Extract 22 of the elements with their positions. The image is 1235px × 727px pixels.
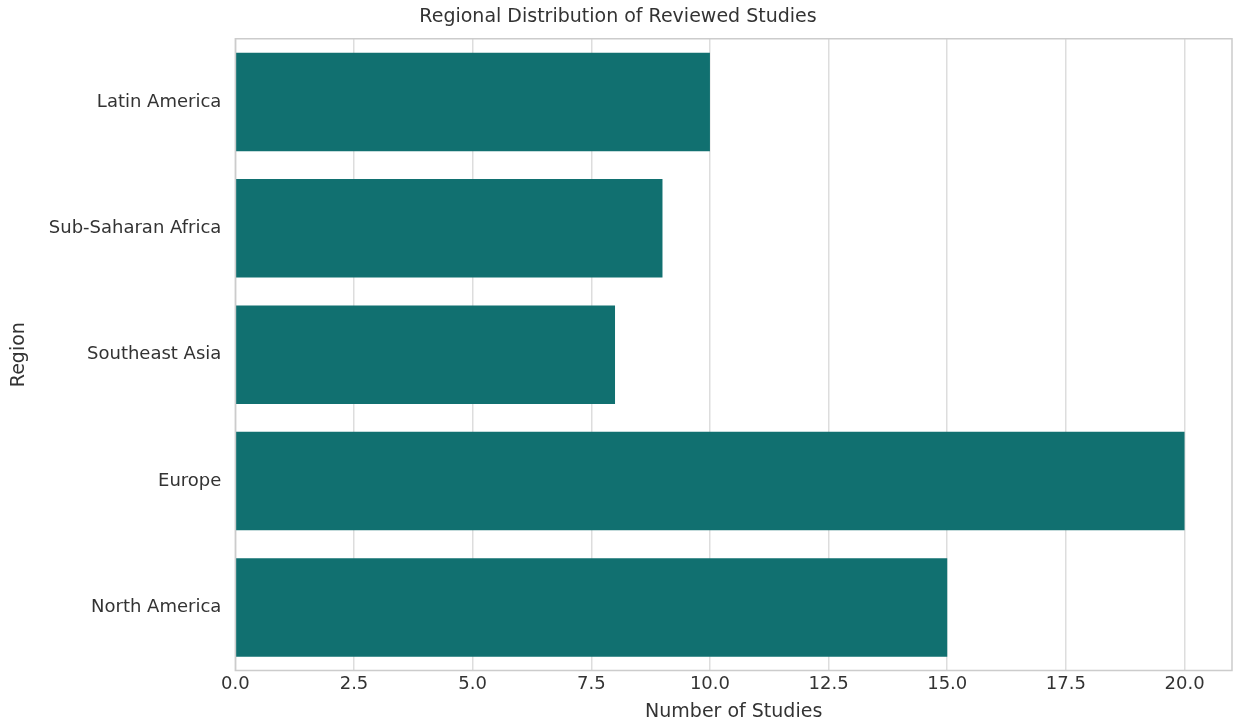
x-tick-label: 0.0 xyxy=(221,672,250,694)
bar xyxy=(236,179,663,278)
y-tick-label: Europe xyxy=(158,468,222,490)
bar xyxy=(236,305,616,404)
bar xyxy=(236,431,1185,531)
x-tick-label: 7.5 xyxy=(576,672,606,694)
x-tick-label: 20.0 xyxy=(1164,672,1205,694)
x-axis-title: Number of Studies xyxy=(645,698,823,721)
x-tick-label: 10.0 xyxy=(689,672,730,694)
y-tick-label: Sub-Saharan Africa xyxy=(48,216,222,238)
bar xyxy=(236,558,948,657)
x-tick-label: 17.5 xyxy=(1045,672,1086,694)
x-tick-label: 2.5 xyxy=(339,672,369,694)
x-tick-label: 15.0 xyxy=(927,672,968,694)
bar xyxy=(236,52,710,152)
y-tick-label: North America xyxy=(91,595,222,617)
x-tick-label: 5.0 xyxy=(458,672,487,694)
x-tick-label: 12.5 xyxy=(808,672,849,694)
y-tick-label: Latin America xyxy=(96,89,222,111)
y-axis-title: Region xyxy=(6,322,29,388)
chart-title: Regional Distribution of Reviewed Studies xyxy=(419,4,817,27)
y-tick-label: Southeast Asia xyxy=(87,342,222,364)
